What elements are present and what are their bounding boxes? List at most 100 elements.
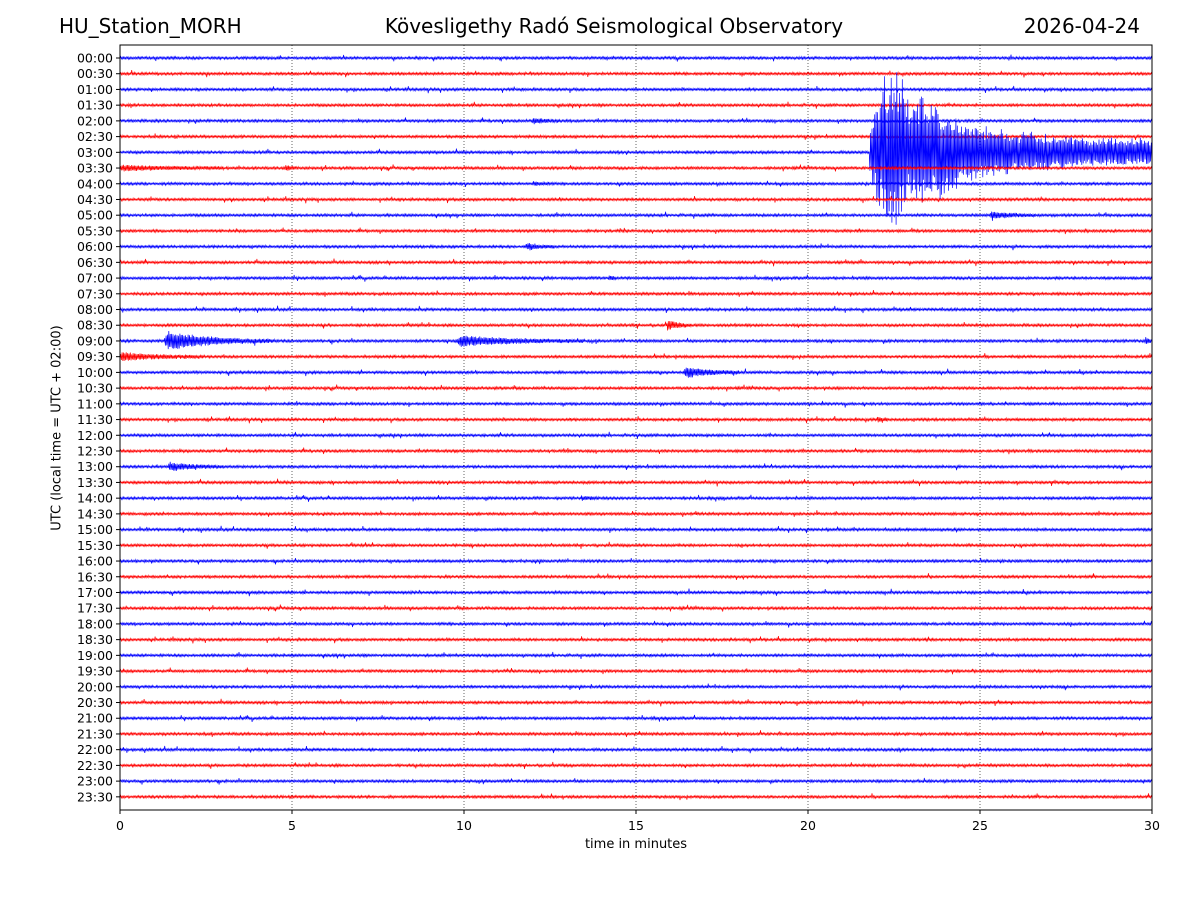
- trace-0400: [119, 180, 1153, 188]
- plot-date: 2026-04-24: [1023, 14, 1140, 38]
- y-tick-label: 17:00: [77, 585, 113, 600]
- x-tick-label: 5: [288, 818, 296, 833]
- trace-1330: [119, 478, 1153, 487]
- trace-1230: [119, 447, 1153, 455]
- y-tick-label: 18:30: [77, 632, 113, 647]
- x-tick-label: 20: [800, 818, 816, 833]
- trace-0200: [119, 117, 1153, 125]
- trace-0130: [119, 101, 1153, 109]
- trace-1100: [119, 400, 1153, 408]
- trace-1130: [119, 415, 1153, 424]
- trace-1630: [119, 573, 1153, 581]
- trace-0700: [119, 274, 1153, 282]
- trace-2200: [119, 745, 1153, 754]
- y-tick-label: 12:00: [77, 428, 113, 443]
- y-tick-label: 03:30: [77, 161, 113, 176]
- trace-1930: [119, 667, 1153, 675]
- y-axis-label: UTC (local time = UTC + 02:00): [49, 325, 65, 531]
- x-tick-label: 0: [116, 818, 124, 833]
- y-tick-label: 19:00: [77, 648, 113, 663]
- trace-0100: [119, 85, 1153, 94]
- trace-0000: [119, 54, 1153, 62]
- y-tick-label: 21:00: [77, 711, 113, 726]
- y-tick-label: 02:30: [77, 129, 113, 144]
- y-tick-label: 05:30: [77, 223, 113, 238]
- y-tick-label: 13:30: [77, 475, 113, 490]
- y-tick-label: 17:30: [77, 601, 113, 616]
- y-tick-label: 20:30: [77, 695, 113, 710]
- y-tick-label: 08:30: [77, 318, 113, 333]
- trace-1000: [119, 367, 1153, 378]
- trace-0030: [119, 69, 1153, 78]
- trace-2000: [119, 683, 1153, 691]
- trace-0830: [119, 321, 1153, 331]
- y-tick-label: 22:30: [77, 758, 113, 773]
- y-tick-label: 23:30: [77, 789, 113, 804]
- trace-0500: [119, 211, 1153, 221]
- observatory-title: Kövesligethy Radó Seismological Observat…: [384, 14, 844, 38]
- trace-1800: [119, 620, 1153, 628]
- y-tick-label: 04:00: [77, 176, 113, 191]
- y-tick-label: 19:30: [77, 664, 113, 679]
- y-tick-label: 16:30: [77, 569, 113, 584]
- trace-0930: [119, 352, 1153, 362]
- trace-0800: [119, 305, 1153, 314]
- y-tick-label: 05:00: [77, 208, 113, 223]
- y-tick-label: 09:30: [77, 349, 113, 364]
- y-tick-label: 01:00: [77, 82, 113, 97]
- trace-0300: [119, 72, 1153, 225]
- y-tick-label: 11:30: [77, 412, 113, 427]
- trace-0430: [119, 195, 1153, 204]
- trace-1600: [119, 557, 1153, 565]
- y-tick-label: 18:00: [77, 616, 113, 631]
- y-tick-label: 15:00: [77, 522, 113, 537]
- trace-1430: [119, 510, 1153, 517]
- trace-1530: [119, 541, 1153, 549]
- y-tick-label: 14:30: [77, 506, 113, 521]
- trace-1030: [119, 384, 1153, 392]
- y-tick-label: 11:00: [77, 396, 113, 411]
- y-tick-label: 23:00: [77, 774, 113, 789]
- trace-1400: [119, 494, 1153, 502]
- y-tick-label: 21:30: [77, 726, 113, 741]
- y-tick-label: 07:00: [77, 271, 113, 286]
- trace-1730: [119, 604, 1153, 612]
- x-tick-label: 30: [1144, 818, 1160, 833]
- y-tick-label: 13:00: [77, 459, 113, 474]
- trace-1200: [119, 431, 1153, 439]
- y-tick-label: 01:30: [77, 98, 113, 113]
- x-tick-label: 10: [456, 818, 472, 833]
- y-tick-label: 00:30: [77, 66, 113, 81]
- y-tick-label: 03:00: [77, 145, 113, 160]
- trace-2300: [119, 777, 1153, 785]
- trace-0230: [119, 133, 1153, 141]
- y-tick-label: 16:00: [77, 554, 113, 569]
- x-tick-label: 25: [972, 818, 988, 833]
- y-tick-label: 10:30: [77, 381, 113, 396]
- trace-2130: [119, 730, 1153, 738]
- trace-1830: [119, 636, 1153, 644]
- y-tick-label: 09:00: [77, 333, 113, 348]
- trace-1500: [119, 525, 1153, 534]
- y-tick-label: 15:30: [77, 538, 113, 553]
- trace-2100: [119, 714, 1153, 722]
- trace-1300: [119, 461, 1153, 471]
- trace-0730: [119, 290, 1153, 297]
- x-tick-label: 15: [628, 818, 644, 833]
- y-tick-label: 00:00: [77, 51, 113, 66]
- y-tick-label: 06:30: [77, 255, 113, 270]
- trace-0330: [119, 164, 1153, 172]
- trace-2030: [119, 698, 1153, 707]
- y-tick-label: 20:00: [77, 679, 113, 694]
- y-tick-label: 06:00: [77, 239, 113, 254]
- y-tick-label: 02:00: [77, 113, 113, 128]
- y-tick-label: 10:00: [77, 365, 113, 380]
- trace-0630: [119, 258, 1153, 267]
- y-tick-label: 08:00: [77, 302, 113, 317]
- y-tick-label: 22:00: [77, 742, 113, 757]
- trace-0600: [119, 243, 1153, 251]
- trace-0530: [119, 227, 1153, 235]
- y-tick-label: 14:00: [77, 491, 113, 506]
- trace-1700: [119, 588, 1153, 597]
- trace-2230: [119, 761, 1153, 769]
